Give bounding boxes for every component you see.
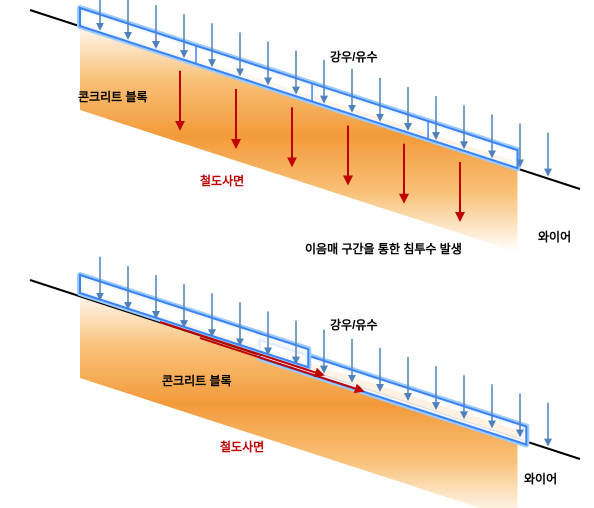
diagram-canvas	[0, 0, 594, 508]
label-concrete-block-top: 콘크리트 블록	[78, 88, 148, 105]
label-rainfall-top: 강우/유수	[330, 48, 378, 65]
panel-top	[30, 0, 580, 252]
label-railroad-slope-bottom: 철도사면	[220, 438, 264, 455]
label-concrete-block-bottom: 콘크리트 블록	[162, 372, 232, 389]
slope-body	[80, 288, 517, 508]
label-rainfall-bottom: 강우/유수	[330, 316, 378, 333]
panel-bottom	[30, 257, 580, 508]
label-joint-seepage: 이음매 구간을 통한 침투수 발생	[305, 240, 462, 257]
label-wire-top: 와이어	[538, 228, 571, 245]
label-railroad-slope-top: 철도사면	[200, 172, 244, 189]
label-wire-bottom: 와이어	[524, 470, 557, 487]
